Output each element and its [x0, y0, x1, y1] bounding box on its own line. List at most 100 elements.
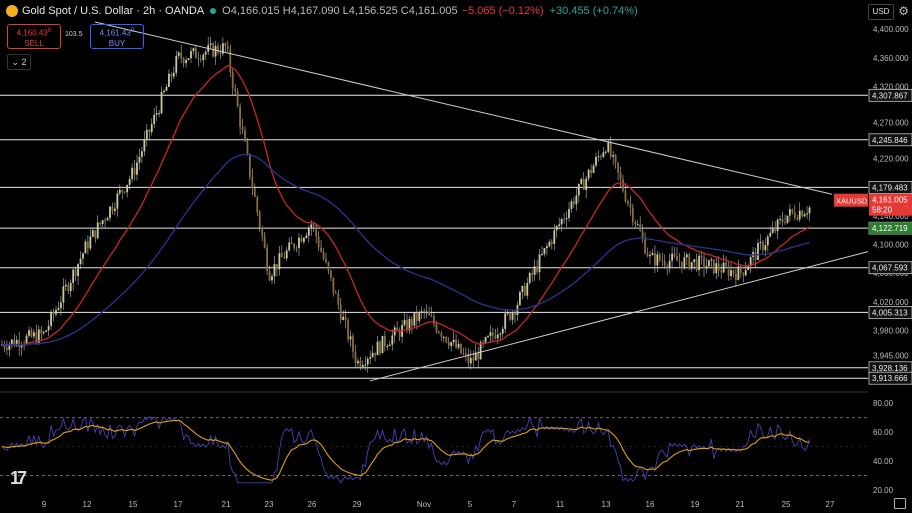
ema-slow-line — [1, 153, 810, 346]
candle — [320, 247, 322, 252]
candle — [798, 210, 801, 220]
candle — [447, 342, 450, 347]
candle — [145, 129, 148, 140]
candle — [742, 272, 745, 276]
candle — [577, 183, 580, 196]
ema-fast-line — [1, 65, 810, 346]
rsi-tick-label: 20.00 — [873, 486, 894, 495]
candle — [693, 259, 696, 262]
indicator-toggle-button[interactable]: ⌄ 2 — [7, 54, 31, 70]
last-price: 4,161.005 — [872, 196, 908, 205]
candle — [170, 73, 173, 77]
sell-label: SELL — [24, 38, 44, 48]
last-price-box — [869, 193, 912, 216]
candle — [168, 73, 170, 87]
candle — [64, 284, 67, 287]
candle — [602, 152, 605, 157]
x-tick-label: 7 — [512, 500, 517, 509]
candle — [91, 230, 94, 237]
level-label: 4,005.313 — [872, 308, 908, 317]
candle — [730, 270, 732, 277]
candle — [501, 328, 504, 334]
candle — [710, 259, 713, 261]
candle — [396, 327, 399, 331]
candle — [563, 219, 565, 221]
candle — [77, 263, 79, 276]
spread-value: 103.5 — [65, 31, 83, 38]
candle — [609, 142, 612, 157]
candle — [467, 353, 470, 364]
candle — [678, 260, 681, 262]
candle — [531, 272, 534, 275]
candle — [607, 142, 610, 152]
symbol-title[interactable]: Gold Spot / U.S. Dollar · 2h · OANDA — [22, 5, 205, 17]
candle — [236, 91, 239, 107]
candle — [261, 227, 264, 237]
candle — [403, 319, 406, 325]
tradingview-logo-icon[interactable]: 17 — [10, 468, 27, 488]
chevron-down-icon: ⌄ — [11, 57, 19, 67]
buy-button[interactable]: 4,161.430 BUY — [90, 24, 144, 49]
candle — [408, 318, 411, 331]
x-tick-label: 15 — [129, 500, 138, 509]
sell-button[interactable]: 4,160.430 SELL — [7, 24, 61, 49]
level-label-box — [868, 371, 912, 385]
candle — [283, 257, 286, 259]
candle — [231, 72, 234, 89]
gear-icon[interactable]: ⚙ — [898, 4, 909, 18]
candle — [634, 221, 637, 225]
candle — [754, 251, 757, 261]
candle — [504, 313, 507, 329]
candle — [229, 49, 232, 73]
y-tick-label: 4,220.000 — [873, 154, 909, 163]
candle — [310, 224, 313, 229]
candle — [28, 330, 30, 336]
candle — [175, 55, 178, 73]
candle — [668, 260, 671, 268]
candle — [89, 236, 92, 249]
candle — [8, 344, 11, 350]
candle — [357, 360, 359, 364]
candle — [60, 302, 62, 309]
candle — [180, 52, 183, 59]
candle — [803, 214, 806, 217]
candle — [116, 193, 119, 209]
candle — [33, 332, 35, 337]
candle — [553, 230, 556, 244]
candle — [644, 237, 646, 254]
candle — [3, 344, 6, 348]
candle — [435, 324, 438, 332]
candle — [764, 245, 767, 251]
candle — [133, 167, 136, 175]
candle — [582, 178, 585, 190]
candle — [285, 250, 288, 259]
candle — [749, 257, 752, 267]
candle — [521, 285, 524, 293]
candle — [661, 260, 664, 262]
candle — [796, 217, 799, 220]
candle — [219, 52, 222, 54]
candle — [415, 312, 418, 321]
candle — [263, 236, 266, 248]
candle — [163, 90, 165, 93]
candle — [123, 191, 126, 193]
x-tick-label: 27 — [826, 500, 835, 509]
candle — [428, 311, 430, 316]
candle — [771, 228, 774, 233]
candle — [258, 212, 261, 228]
candle — [406, 319, 408, 331]
candle — [384, 335, 386, 347]
candle — [141, 151, 143, 157]
bar-change: −5.065 (−0.12%) — [461, 5, 544, 17]
candle — [457, 343, 460, 348]
candle — [143, 139, 146, 152]
calendar-icon[interactable] — [894, 498, 906, 509]
candle — [317, 236, 320, 248]
candle — [627, 201, 629, 204]
candle — [541, 253, 543, 255]
candle — [526, 282, 529, 296]
currency-selector[interactable]: USD — [868, 4, 894, 20]
candle — [96, 222, 99, 239]
candle — [204, 51, 207, 55]
